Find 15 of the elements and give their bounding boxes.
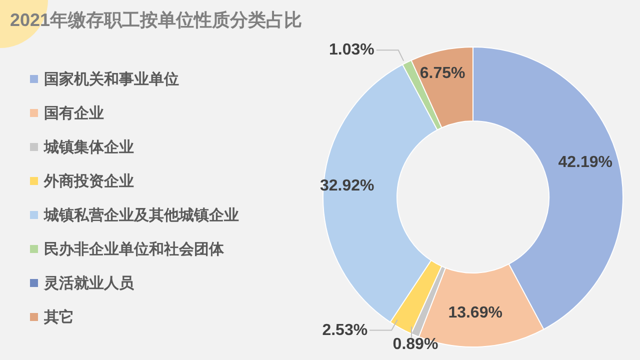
legend-label: 城镇私营企业及其他城镇企业 [44, 206, 239, 224]
legend-label: 外商投资企业 [44, 172, 134, 190]
data-label: 32.92% [320, 178, 374, 195]
legend-label: 城镇集体企业 [44, 138, 134, 156]
legend-label: 其它 [44, 308, 74, 326]
legend-label: 灵活就业人员 [44, 274, 134, 292]
legend-label: 民办非企业单位和社会团体 [44, 240, 224, 258]
data-label: 2.53% [322, 322, 368, 339]
legend-label: 国家机关和事业单位 [44, 70, 179, 88]
data-label: 0.89% [392, 336, 438, 354]
data-label: 13.69% [448, 304, 502, 322]
data-label: 42.19% [558, 154, 613, 172]
data-label: 1.03% [328, 42, 374, 59]
legend-label: 国有企业 [44, 104, 104, 122]
data-label: 6.75% [420, 65, 466, 82]
